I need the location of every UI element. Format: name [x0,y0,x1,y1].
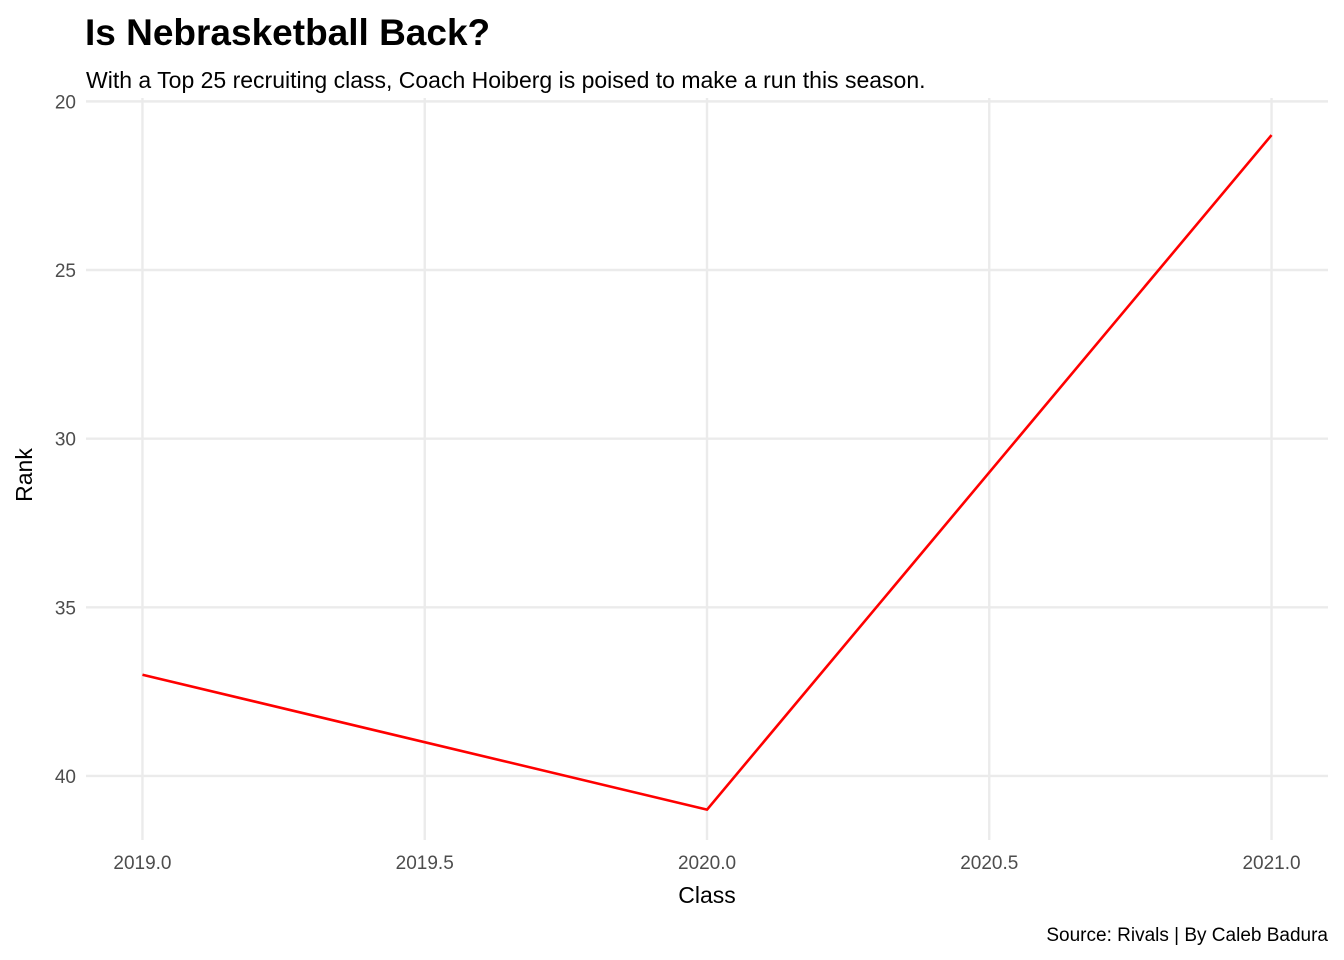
x-gridlines [141,98,1273,840]
x-tick-label: 2019.5 [396,853,454,874]
y-tick-label: 30 [55,430,76,451]
series-layer [142,134,1273,811]
y-tick-label: 40 [55,767,76,788]
x-tick-labels: 2019.0 2019.5 2020.0 2020.5 2021.0 [113,853,1300,874]
chart-caption: Source: Rivals | By Caleb Badura [1046,925,1328,946]
x-tick-label: 2020.0 [678,853,736,874]
y-tick-label: 35 [55,598,76,619]
chart-title: Is Nebrasketball Back? [85,12,490,53]
x-axis-title: Class [678,882,736,908]
x-tick-label: 2021.0 [1242,853,1300,874]
x-tick-label: 2019.0 [113,853,171,874]
y-tick-labels: 20 25 30 35 40 [55,92,76,788]
y-tick-label: 20 [55,92,76,113]
y-gridlines [86,100,1328,778]
y-axis-title: Rank [11,448,37,502]
chart-subtitle: With a Top 25 recruiting class, Coach Ho… [86,67,926,93]
series-line [142,134,1273,811]
x-tick-label: 2020.5 [960,853,1018,874]
y-tick-label: 25 [55,261,76,282]
